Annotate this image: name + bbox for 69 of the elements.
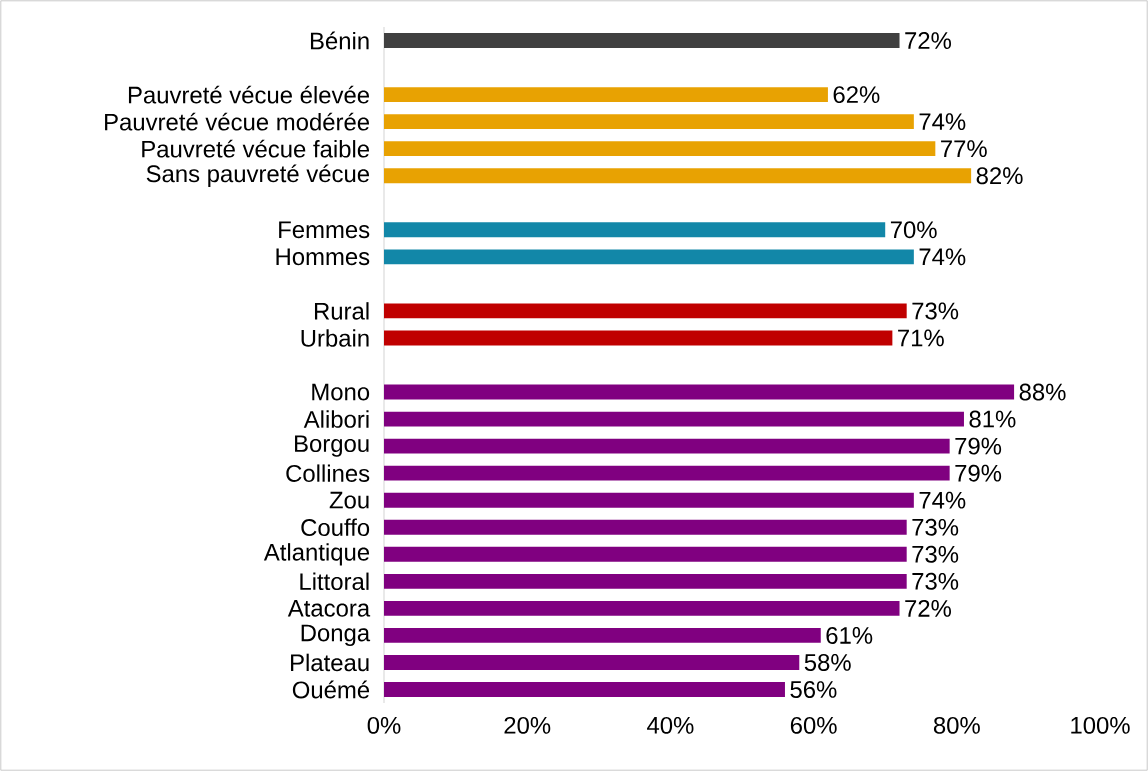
- data-label: 61%: [826, 626, 873, 644]
- bar: [384, 411, 964, 427]
- bar: [384, 222, 886, 238]
- data-label: 74%: [919, 248, 966, 266]
- y-tick-label: Hommes: [276, 248, 370, 266]
- bar: [384, 33, 900, 48]
- y-tick-label: Alibori: [303, 410, 369, 428]
- x-tick-label: 0%: [367, 716, 401, 734]
- data-label: 81%: [969, 410, 1016, 428]
- x-tick-label: 80%: [933, 716, 980, 734]
- data-label: 73%: [912, 302, 959, 320]
- y-tick-label: Zou: [329, 491, 369, 509]
- bar: [384, 303, 907, 319]
- bar: [384, 573, 907, 589]
- data-label: 79%: [955, 437, 1002, 455]
- data-label: 56%: [790, 681, 837, 698]
- data-label: 71%: [898, 329, 944, 347]
- data-label: 73%: [912, 545, 959, 563]
- y-tick-label: Sans pauvreté vécue: [146, 164, 370, 187]
- bar: [384, 384, 1015, 400]
- data-label: 82%: [976, 167, 1023, 185]
- bar: [384, 682, 785, 697]
- y-tick-label: Mono: [312, 383, 370, 401]
- x-tick-label: 20%: [504, 716, 551, 734]
- bar: [384, 87, 828, 103]
- bar: [384, 114, 914, 130]
- y-tick-label: Atlantique: [263, 543, 370, 566]
- data-label: 77%: [941, 140, 987, 158]
- y-tick-label: Pauvreté vécue élevée: [128, 85, 370, 104]
- data-label: 79%: [955, 464, 1002, 482]
- bar: [384, 600, 900, 616]
- y-tick-label: Donga: [301, 624, 371, 647]
- x-tick-label: 40%: [647, 716, 694, 734]
- y-tick-label: Borgou: [295, 435, 369, 457]
- x-tick-label: 100%: [1071, 716, 1130, 734]
- bar: [384, 519, 907, 535]
- y-tick-label: Rural: [314, 302, 369, 320]
- y-tick-label: Pauvreté vécue modérée: [105, 112, 370, 131]
- bar: [384, 168, 972, 184]
- bar: [384, 492, 914, 508]
- y-tick-label: Collines: [286, 464, 370, 482]
- bar: [384, 330, 893, 346]
- y-tick-label: Urbain: [301, 329, 369, 347]
- bar: [384, 249, 914, 265]
- y-tick-label: Littoral: [300, 572, 369, 591]
- y-tick-label: Bénin: [310, 31, 369, 50]
- data-label: 72%: [905, 32, 951, 49]
- y-tick-label: Ouémé: [292, 680, 370, 699]
- bar: [384, 546, 907, 562]
- y-tick-label: Pauvreté vécue faible: [142, 139, 370, 158]
- data-label: 72%: [905, 599, 951, 617]
- y-tick-label: Couffo: [301, 518, 370, 537]
- bar: [384, 627, 821, 643]
- bar: [384, 438, 950, 454]
- data-label: 58%: [804, 653, 851, 671]
- data-label: 74%: [919, 113, 966, 130]
- y-tick-label: Atacora: [287, 600, 371, 617]
- data-label: 73%: [912, 572, 959, 590]
- bar: [384, 141, 936, 157]
- data-label: 73%: [912, 518, 959, 536]
- data-label: 88%: [1019, 383, 1066, 401]
- bar: [384, 465, 950, 481]
- bar: [384, 655, 800, 670]
- y-tick-label: Femmes: [279, 221, 370, 239]
- data-label: 74%: [919, 491, 966, 509]
- y-tick-label: Plateau: [291, 653, 369, 672]
- data-label: 70%: [890, 221, 937, 239]
- x-tick-label: 60%: [790, 716, 837, 734]
- data-label: 62%: [833, 86, 880, 104]
